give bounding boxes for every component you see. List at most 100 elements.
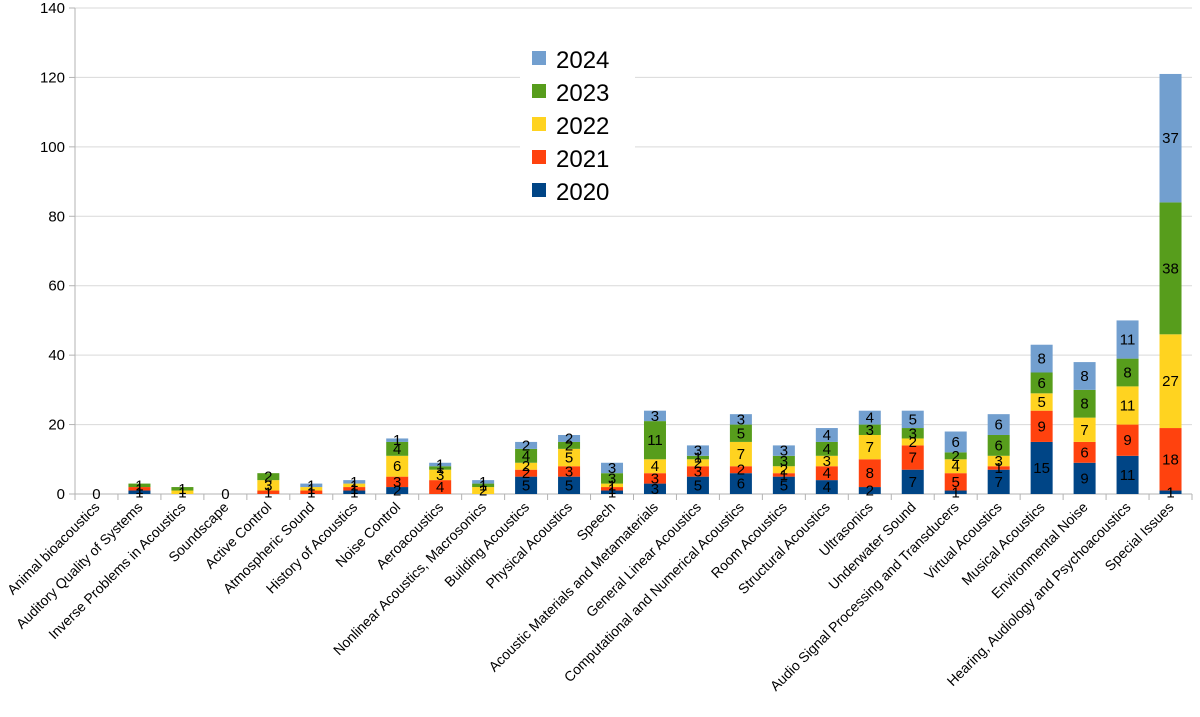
- data-label-2020: 11: [1120, 467, 1136, 484]
- data-label-2020: 15: [1033, 460, 1050, 477]
- data-label-2021: 18: [1162, 451, 1179, 468]
- bar-segment-2022: [472, 487, 495, 494]
- data-label-2022: 1: [608, 477, 616, 494]
- y-tick-label: 120: [40, 69, 65, 86]
- bar-segment-2023: [128, 483, 151, 488]
- data-label-2023: 4: [823, 441, 831, 458]
- category-label: Room Acoustics: [708, 499, 790, 581]
- data-label-2024: 1: [436, 456, 444, 473]
- data-label-2021: 1: [780, 467, 788, 484]
- bar-segment-2024: [686, 445, 709, 456]
- data-label-2021: 3: [393, 474, 401, 491]
- bar-segment-2022: [729, 441, 752, 467]
- data-label-2020: 5: [565, 477, 573, 494]
- bar-segment-2024: [815, 428, 838, 442]
- bar-segment-2021: [772, 473, 795, 477]
- bar-segment-2020: [1159, 490, 1182, 494]
- data-label-2020: 9: [1080, 470, 1088, 487]
- data-label-2023: 1: [479, 477, 487, 494]
- data-label-2023: 1: [178, 481, 186, 498]
- data-label-2022: 1: [307, 481, 315, 498]
- bar-segment-2023: [257, 473, 280, 481]
- legend-swatch-2022: [532, 117, 546, 131]
- data-label-2024: 1: [479, 474, 487, 491]
- bar-segment-2023: [1030, 372, 1053, 394]
- legend-label-2020: 2020: [556, 179, 609, 206]
- bars: [128, 73, 1182, 494]
- bar-segment-2021: [558, 466, 581, 477]
- data-label-2022: 2: [909, 434, 917, 451]
- bar-segment-2020: [686, 476, 709, 494]
- data-label-2020: 5: [522, 477, 530, 494]
- data-label-2023: 3: [780, 453, 788, 470]
- y-tick-label: 20: [48, 417, 65, 434]
- bar-segment-2023: [1073, 389, 1096, 418]
- data-label-2023: 6: [1037, 375, 1045, 392]
- data-label-2022: 3: [264, 477, 272, 494]
- data-label-2023: 1: [436, 460, 444, 477]
- bar-segment-2024: [987, 414, 1010, 435]
- data-label-2022: 5: [1037, 394, 1045, 411]
- bar-segment-2024: [901, 410, 924, 429]
- bar-segment-2022: [257, 480, 280, 491]
- data-label-2021: 1: [608, 481, 616, 498]
- bar-segment-2021: [429, 480, 452, 494]
- bar-segment-2022: [386, 455, 409, 477]
- y-tick-label: 80: [48, 208, 65, 225]
- bar-segment-2020: [901, 469, 924, 494]
- bar-segment-2020: [128, 490, 151, 494]
- data-label-2024: 6: [995, 417, 1003, 434]
- bar-segment-2024: [300, 483, 323, 488]
- data-label-2022: 2: [522, 458, 530, 475]
- y-tick-label: 0: [57, 486, 65, 503]
- bar-segment-2021: [944, 473, 967, 491]
- data-label-2020: 5: [694, 477, 702, 494]
- bar-segment-2021: [515, 469, 538, 477]
- data-label-2023: 3: [866, 422, 874, 439]
- bar-segment-2020: [1073, 462, 1096, 494]
- bar-segment-2021: [343, 487, 366, 491]
- data-label-2020: 1: [350, 484, 358, 501]
- data-label-2024: 37: [1162, 130, 1179, 147]
- zero-label: 0: [221, 486, 229, 503]
- data-label-2024: 3: [608, 460, 616, 477]
- bar-segment-2021: [128, 487, 151, 491]
- data-label-2020: 3: [651, 481, 659, 498]
- bar-segment-2021: [1073, 441, 1096, 463]
- bar-segment-2022: [343, 483, 366, 488]
- bar-segment-2023: [429, 466, 452, 470]
- data-label-2022: 3: [436, 467, 444, 484]
- data-label-2021: 1: [350, 481, 358, 498]
- data-label-2022: 3: [823, 453, 831, 470]
- bar-segment-2021: [1030, 410, 1053, 442]
- data-label-2023: 6: [995, 437, 1003, 454]
- data-label-2021: 2: [737, 462, 745, 479]
- bar-segment-2021: [729, 466, 752, 474]
- bar-segment-2022: [944, 459, 967, 474]
- bar-segment-2021: [601, 487, 624, 491]
- bar-segment-2023: [558, 441, 581, 449]
- bar-segment-2021: [1116, 424, 1139, 456]
- bar-segment-2024: [472, 480, 495, 484]
- bar-segment-2024: [944, 431, 967, 453]
- bar-segment-2021: [300, 490, 323, 494]
- bar-segment-2024: [1073, 362, 1096, 390]
- data-label-2021: 1: [307, 484, 315, 501]
- bar-segment-2023: [601, 473, 624, 484]
- data-label-2020: 7: [995, 474, 1003, 491]
- data-label-2022: 6: [393, 458, 401, 475]
- data-label-2022: 2: [780, 462, 788, 479]
- bar-segment-2021: [257, 490, 280, 494]
- legend-label-2023: 2023: [556, 80, 609, 107]
- bar-segment-2021: [386, 476, 409, 488]
- legend-label-2022: 2022: [556, 113, 609, 140]
- y-tick-label: 40: [48, 347, 65, 364]
- bar-segment-2022: [901, 438, 924, 446]
- bar-segment-2023: [815, 441, 838, 456]
- y-tick-label: 140: [40, 0, 65, 17]
- bar-segment-2020: [987, 469, 1010, 494]
- bar-segment-2022: [300, 487, 323, 491]
